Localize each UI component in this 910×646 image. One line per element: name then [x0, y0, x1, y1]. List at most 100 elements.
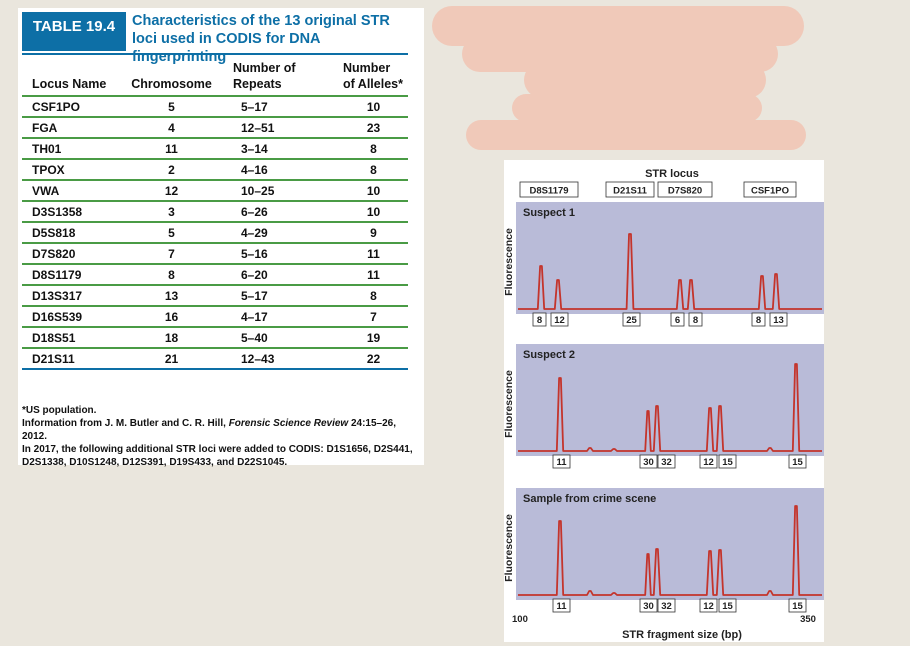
panel: Sample from crime scene Fluorescence 11 30 3… [504, 488, 824, 613]
repeats-cell: 4–29 [223, 222, 333, 244]
table-row: D5S818 5 4–29 9 [22, 222, 408, 244]
y-axis-label: Fluorescence [504, 228, 515, 296]
locus-cell: D3S1358 [22, 201, 114, 223]
locus-label: D21S11 [613, 186, 648, 197]
allele-label-box [550, 312, 569, 327]
allele-label: 25 [626, 315, 637, 326]
repeats-cell: 3–14 [223, 138, 333, 160]
locus-label-box [519, 181, 579, 198]
locus-cell: CSF1PO [22, 96, 114, 118]
allele-label: 15 [722, 457, 733, 468]
chromosome-cell: 3 [114, 201, 223, 223]
table-source-suffix: 24:15–26, 2012. [22, 418, 397, 442]
panel-background [516, 344, 824, 456]
table-row: D3S1358 3 6–26 10 [22, 201, 408, 223]
repeats-cell: 6–26 [223, 201, 333, 223]
locus-cell: D13S317 [22, 285, 114, 307]
allele-label-box [788, 598, 807, 613]
table-header: TABLE 19.4 Characteristics of the 13 ori… [18, 8, 424, 65]
fluorescence-trace [518, 505, 822, 596]
column-header-locus: Locus Name [22, 58, 114, 97]
chromosome-cell: 12 [114, 180, 223, 202]
allele-label: 30 [643, 601, 654, 612]
table-source-journal: Forensic Science Review [228, 418, 349, 429]
repeats-cell: 4–17 [223, 306, 333, 328]
x-axis-max-label: 350 [800, 614, 816, 625]
alleles-cell: 11 [333, 264, 408, 286]
repeats-cell: 10–25 [223, 180, 333, 202]
alleles-cell: 10 [333, 96, 408, 118]
chromosome-cell: 18 [114, 327, 223, 349]
locus-label-box [657, 181, 713, 198]
repeats-cell: 5–16 [223, 243, 333, 265]
panels-group: Suspect 1 Fluorescence 8 12 25 6 8 8 13 Suspect 2… [504, 202, 824, 613]
alleles-cell: 8 [333, 159, 408, 181]
panel: Suspect 2 Fluorescence 11 30 32 12 15 15 [504, 344, 824, 469]
locus-cell: D16S539 [22, 306, 114, 328]
allele-label: 13 [773, 315, 784, 326]
repeats-cell: 12–43 [223, 348, 333, 370]
fluorescence-trace [518, 363, 822, 452]
allele-label: 12 [703, 601, 714, 612]
chromosome-cell: 11 [114, 138, 223, 160]
redaction-shape [466, 120, 806, 150]
allele-label-box [699, 598, 718, 613]
allele-label-box [699, 454, 718, 469]
fluorescence-trace [518, 233, 822, 310]
repeats-cell: 5–40 [223, 327, 333, 349]
alleles-cell: 19 [333, 327, 408, 349]
str-loci-table-card: TABLE 19.4 Characteristics of the 13 ori… [18, 8, 424, 468]
alleles-cell: 10 [333, 180, 408, 202]
table-source: Information from J. M. Butler and C. R. … [22, 417, 422, 443]
allele-label-box [657, 454, 676, 469]
locus-cell: TPOX [22, 159, 114, 181]
table-notes: *US population. Information from J. M. B… [22, 404, 422, 469]
allele-label-box [718, 454, 737, 469]
repeats-cell: 6–20 [223, 264, 333, 286]
table-additional-loci-note: In 2017, the following additional STR lo… [22, 444, 413, 468]
allele-label: 11 [556, 601, 567, 612]
x-axis-min-label: 100 [512, 614, 528, 625]
table-row: FGA 4 12–51 23 [22, 117, 408, 139]
allele-label: 8 [693, 315, 698, 326]
allele-label-box [718, 598, 737, 613]
allele-label-box [769, 312, 788, 327]
locus-label-box [605, 181, 655, 198]
column-header-repeats: Number of Repeats [223, 58, 333, 97]
str-locus-title: STR locus [645, 168, 699, 180]
table-row: TPOX 2 4–16 8 [22, 159, 408, 181]
allele-label: 6 [675, 315, 680, 326]
allele-label-box [639, 454, 658, 469]
locus-label: D8S1179 [529, 186, 568, 197]
allele-label-box [622, 312, 641, 327]
table-header-row: Locus Name Chromosome Number of Repeats … [22, 58, 408, 97]
alleles-cell: 11 [333, 243, 408, 265]
table-row: D13S317 13 5–17 8 [22, 285, 408, 307]
allele-label: 15 [792, 457, 803, 468]
locus-cell: VWA [22, 180, 114, 202]
allele-label-box [657, 598, 676, 613]
locus-cell: D5S818 [22, 222, 114, 244]
chromosome-cell: 4 [114, 117, 223, 139]
panel-title: Suspect 2 [523, 349, 575, 361]
table-row: D7S820 7 5–16 11 [22, 243, 408, 265]
allele-label: 8 [537, 315, 542, 326]
column-header-alleles: Number of Alleles* [333, 58, 408, 97]
y-axis-label: Fluorescence [504, 370, 515, 438]
allele-label-box [688, 312, 703, 327]
allele-label-box [552, 598, 571, 613]
alleles-cell: 7 [333, 306, 408, 328]
table-row: TH01 11 3–14 8 [22, 138, 408, 160]
table-number-badge: TABLE 19.4 [22, 12, 126, 51]
redaction-shape [512, 94, 762, 122]
locus-cell: D21S11 [22, 348, 114, 370]
alleles-cell: 8 [333, 138, 408, 160]
redaction-shape [524, 62, 766, 98]
locus-cell: D7S820 [22, 243, 114, 265]
locus-cell: TH01 [22, 138, 114, 160]
repeats-cell: 5–17 [223, 96, 333, 118]
allele-label: 15 [722, 601, 733, 612]
electropherogram-svg: STR locus D8S1179 D21S11 D7S820 CSF1PO Susp… [504, 168, 824, 641]
locus-label: CSF1PO [751, 186, 789, 197]
allele-label: 11 [556, 457, 567, 468]
